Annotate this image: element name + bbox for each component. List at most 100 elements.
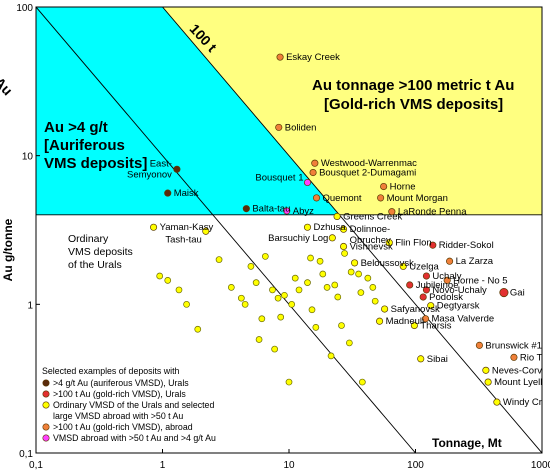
deposit-point <box>429 241 437 249</box>
deposit-point <box>385 239 393 247</box>
data-point <box>258 315 266 323</box>
data-point <box>237 294 245 302</box>
data-point <box>307 254 314 262</box>
deposit-point <box>482 366 490 374</box>
deposit-point <box>484 378 492 386</box>
gold-rich-zone-line2: [Gold-rich VMS deposits] <box>324 96 503 113</box>
data-point <box>277 313 285 321</box>
x-tick-label: 10 <box>283 460 295 471</box>
deposit-point <box>340 225 348 233</box>
data-point <box>241 300 249 308</box>
data-point <box>364 274 372 282</box>
x-axis-title: Tonnage, Mt <box>432 436 502 450</box>
data-point <box>194 325 202 333</box>
data-point <box>285 378 293 386</box>
deposit-label: Horne - No 5 <box>453 275 507 286</box>
deposit-label: Windy Craggy <box>503 397 550 408</box>
deposit-point <box>510 353 518 361</box>
data-point <box>247 263 255 270</box>
ordinary-zone-line3: of the Urals <box>68 259 122 271</box>
deposit-point <box>427 302 435 310</box>
data-point <box>227 284 235 291</box>
deposit-label: Brunswick #12 <box>485 340 547 351</box>
deposit-point <box>422 286 430 294</box>
deposit-label: Barsuchiy Log <box>268 233 328 244</box>
x-tick-label: 1 <box>160 460 166 471</box>
gold-rich-zone-line1: Au tonnage >100 metric t Au <box>312 77 514 94</box>
deposit-label: Yaman-Kasy <box>160 222 214 233</box>
deposit-point <box>351 259 359 267</box>
legend-label: large VMSD abroad with >50 t Au <box>53 411 183 421</box>
deposit-point <box>388 208 396 216</box>
deposit-label: Podolsk <box>429 292 463 303</box>
deposit-label: Semyonov <box>127 169 172 180</box>
deposit-label: Dzhusa <box>313 222 346 233</box>
deposit-point <box>417 355 425 363</box>
auriferous-zone-line3: VMS deposits] <box>44 155 147 172</box>
data-point <box>331 281 339 289</box>
deposit-point <box>283 207 291 215</box>
legend-marker <box>42 423 50 431</box>
deposit-label: Quemont <box>323 193 362 204</box>
data-point <box>334 293 342 301</box>
deposit-label: Masa Valverde <box>432 314 495 325</box>
legend-label: >100 t Au (gold-rich VMSD), abroad <box>53 422 193 432</box>
legend: Selected examples of deposits with >4 g/… <box>42 366 216 443</box>
deposit-point <box>340 242 348 251</box>
data-point <box>156 272 164 280</box>
deposit-point <box>399 262 407 270</box>
data-point <box>323 284 331 291</box>
legend-marker <box>42 401 50 409</box>
deposit-label: Tharsis <box>420 321 451 332</box>
data-point <box>269 286 276 294</box>
deposit-point <box>328 234 336 242</box>
deposit-label: Eskay Creek <box>286 52 340 63</box>
auriferous-zone <box>36 7 340 215</box>
data-point <box>183 300 190 308</box>
deposit-point <box>333 212 341 221</box>
deposit-point <box>276 53 284 61</box>
deposit-point <box>275 123 283 131</box>
deposit-label: Tash-tau <box>165 234 201 245</box>
deposit-point <box>499 288 509 298</box>
data-point <box>316 257 324 265</box>
legend-marker <box>42 434 50 442</box>
deposit-point <box>421 315 430 323</box>
data-point <box>327 352 335 360</box>
deposit-point <box>443 276 451 284</box>
line-100t-au <box>162 7 542 453</box>
y-tick-label: 10 <box>22 152 34 163</box>
ordinary-zone-line2: VMS deposits <box>68 246 133 258</box>
data-point <box>295 286 303 294</box>
line-label-10t: 10 t Au <box>0 54 16 99</box>
deposit-point <box>150 223 158 231</box>
deposit-label: Novo-Uchaly <box>432 285 487 296</box>
auriferous-zone-line1: Au >4 g/t <box>44 119 108 136</box>
deposit-label: La Zarza <box>456 256 494 267</box>
deposit-label: Gai <box>510 288 525 299</box>
data-point <box>271 345 278 353</box>
x-tick-label: 100 <box>407 460 424 471</box>
deposit-label: East- <box>150 158 172 169</box>
deposit-point <box>493 398 501 406</box>
deposit-label: Vishnevsk <box>350 241 393 252</box>
data-point <box>255 336 263 343</box>
legend-label: >4 g/t Au (auriferous VMSD), Urals <box>53 378 189 388</box>
deposit-label: Neves-Corvo <box>492 365 547 376</box>
deposit-label: Ridder-Sokol <box>439 240 494 251</box>
data-point <box>175 286 183 294</box>
legend-label: >100 t Au (gold-rich VMSD), Urals <box>53 389 186 399</box>
deposit-label: Uchaly <box>432 271 461 282</box>
deposit-point <box>377 194 385 202</box>
data-point <box>304 279 311 286</box>
data-point <box>291 274 299 282</box>
deposit-label: Abyz <box>293 206 314 217</box>
deposit-label: Dolinnoe- <box>350 224 391 235</box>
y-axis-title: Au g/tonne <box>1 218 15 281</box>
deposit-point <box>309 168 317 177</box>
deposit-point <box>410 321 418 330</box>
deposit-point <box>202 227 210 235</box>
deposit-label: Beloussovsk <box>361 258 415 269</box>
data-point <box>261 253 269 260</box>
